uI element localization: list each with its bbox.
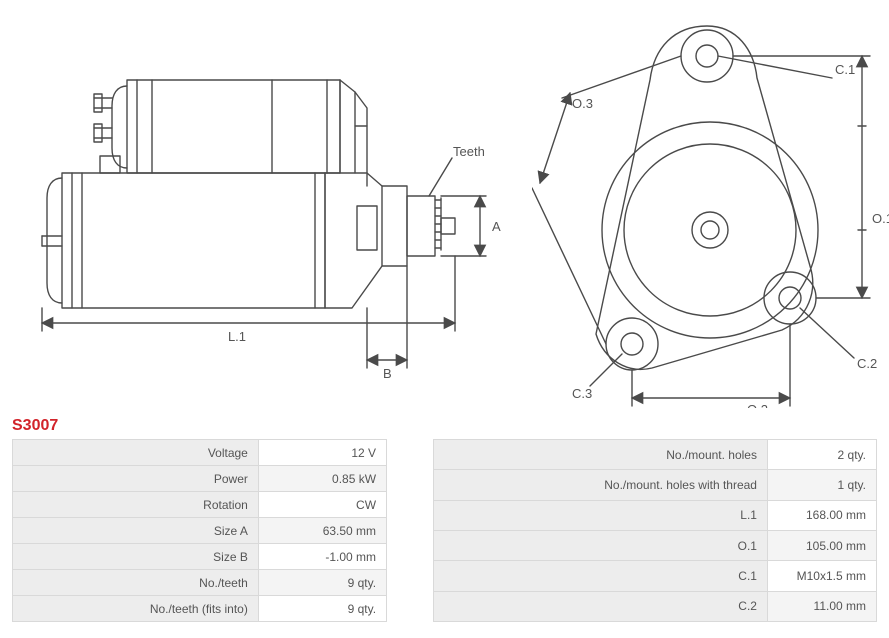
spec-value: 168.00 mm <box>767 500 876 530</box>
table-row: L.1168.00 mm <box>434 500 877 530</box>
table-row: O.1105.00 mm <box>434 530 877 560</box>
label-o1: O.1 <box>872 211 889 226</box>
spec-label: No./teeth (fits into) <box>13 596 259 622</box>
spec-value: 11.00 mm <box>767 591 876 621</box>
spec-table-right: No./mount. holes2 qty. No./mount. holes … <box>433 439 877 622</box>
label-a: A <box>492 219 501 234</box>
table-row: Power0.85 kW <box>13 466 387 492</box>
spec-value: 105.00 mm <box>767 530 876 560</box>
label-l1: L.1 <box>228 329 246 344</box>
label-o3: O.3 <box>572 96 593 111</box>
spec-value: 1 qty. <box>767 470 876 500</box>
table-row: No./teeth (fits into)9 qty. <box>13 596 387 622</box>
spec-label: Voltage <box>13 440 259 466</box>
table-row: Size B-1.00 mm <box>13 544 387 570</box>
spec-label: O.1 <box>434 530 768 560</box>
spec-table-left: Voltage12 V Power0.85 kW RotationCW Size… <box>12 439 387 622</box>
table-row: C.1M10x1.5 mm <box>434 561 877 591</box>
table-row: No./mount. holes2 qty. <box>434 440 877 470</box>
spec-tables: Voltage12 V Power0.85 kW RotationCW Size… <box>12 439 877 622</box>
spec-value: CW <box>258 492 386 518</box>
label-c1: C.1 <box>835 62 855 77</box>
label-b: B <box>383 366 392 381</box>
spec-label: C.2 <box>434 591 768 621</box>
side-view-svg: Teeth A B L.1 <box>12 8 512 398</box>
spec-value: 12 V <box>258 440 386 466</box>
spec-label: Size A <box>13 518 259 544</box>
spec-value: 9 qty. <box>258 570 386 596</box>
spec-label: Power <box>13 466 259 492</box>
spec-value: 2 qty. <box>767 440 876 470</box>
label-c3: C.3 <box>572 386 592 401</box>
spec-value: -1.00 mm <box>258 544 386 570</box>
table-row: Voltage12 V <box>13 440 387 466</box>
spec-label: L.1 <box>434 500 768 530</box>
spec-label: C.1 <box>434 561 768 591</box>
spec-value: 63.50 mm <box>258 518 386 544</box>
label-c2: C.2 <box>857 356 877 371</box>
front-view-svg: C.1 C.2 C.3 O.1 O.2 O.3 <box>532 8 889 408</box>
spec-label: Size B <box>13 544 259 570</box>
part-code: S3007 <box>12 417 877 435</box>
spec-value: 0.85 kW <box>258 466 386 492</box>
spec-label: No./mount. holes <box>434 440 768 470</box>
figures-row: Teeth A B L.1 <box>12 8 877 413</box>
spec-label: No./mount. holes with thread <box>434 470 768 500</box>
spec-value: 9 qty. <box>258 596 386 622</box>
spec-value: M10x1.5 mm <box>767 561 876 591</box>
table-row: No./mount. holes with thread1 qty. <box>434 470 877 500</box>
spec-label: Rotation <box>13 492 259 518</box>
table-row: Size A63.50 mm <box>13 518 387 544</box>
table-row: C.211.00 mm <box>434 591 877 621</box>
label-o2: O.2 <box>747 402 768 408</box>
label-teeth: Teeth <box>453 144 485 159</box>
figure-side-view: Teeth A B L.1 <box>12 8 512 413</box>
page-root: Teeth A B L.1 <box>0 0 889 638</box>
table-row: No./teeth9 qty. <box>13 570 387 596</box>
table-row: RotationCW <box>13 492 387 518</box>
spec-label: No./teeth <box>13 570 259 596</box>
figure-front-view: C.1 C.2 C.3 O.1 O.2 O.3 <box>532 8 889 413</box>
